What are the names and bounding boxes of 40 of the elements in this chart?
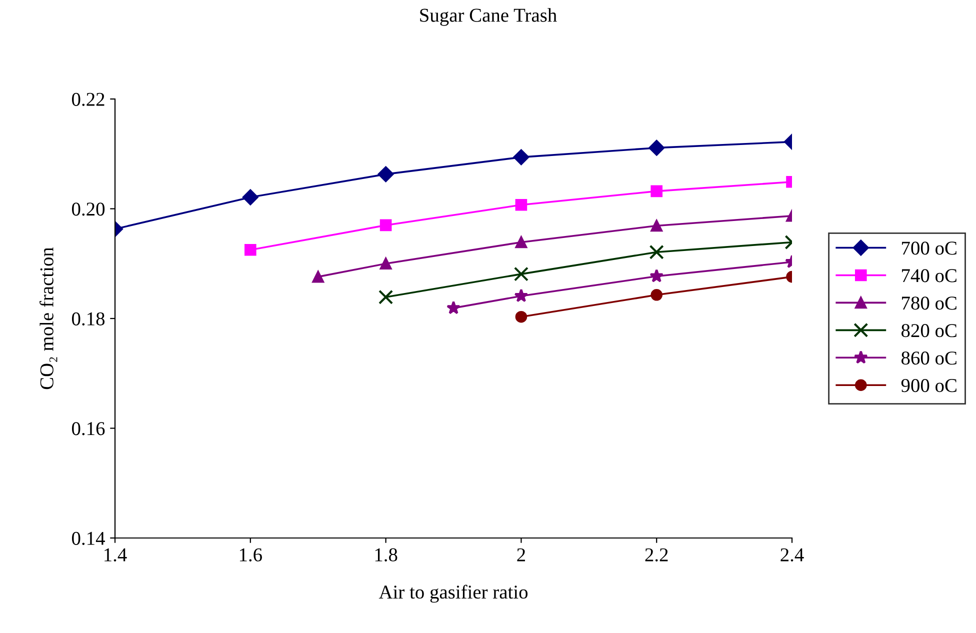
x-axis-title: Air to gasifier ratio: [378, 584, 528, 603]
point: [650, 185, 663, 198]
point: [378, 290, 394, 304]
x-tick-label: 1.8: [375, 548, 398, 562]
point: [514, 288, 528, 302]
y-tick-label: 0.20: [72, 202, 105, 216]
point: [648, 140, 665, 156]
point: [446, 300, 460, 314]
y-tick-label: 0.16: [72, 422, 105, 436]
point: [312, 270, 324, 283]
x-tick-label: 1.4: [104, 548, 127, 562]
point: [380, 219, 392, 232]
legend-label: 820 oC: [901, 324, 956, 338]
x-tick-label: 1.6: [240, 548, 262, 562]
point: [650, 220, 663, 232]
legend-label: 780 oC: [902, 296, 956, 310]
legend-label: 740 oC: [902, 269, 956, 282]
y-tick-label: 0.22: [72, 92, 104, 106]
x-tick-label: 2: [517, 548, 525, 562]
chart-title: Sugar Cane Trash: [420, 8, 557, 26]
point: [515, 236, 528, 248]
x-tick-label: 2.2: [645, 548, 668, 562]
y-axis-title: CO₂ mole fraction: [40, 247, 58, 390]
point: [515, 199, 528, 211]
point: [380, 258, 392, 270]
point: [244, 244, 256, 256]
legend-label: 860 oC: [901, 352, 956, 365]
y-tick-label: 0.18: [72, 312, 105, 326]
point: [649, 244, 664, 260]
point: [514, 266, 528, 282]
x-tick-label: 2.4: [780, 548, 804, 562]
point: [378, 166, 394, 182]
legend-label: 900 oC: [901, 378, 956, 392]
point: [650, 289, 663, 301]
point: [513, 149, 530, 166]
legend-label: 700 oC: [902, 242, 956, 255]
point: [515, 310, 528, 323]
point: [650, 268, 664, 282]
y-tick-label: 0.14: [72, 532, 105, 546]
point: [242, 189, 258, 206]
